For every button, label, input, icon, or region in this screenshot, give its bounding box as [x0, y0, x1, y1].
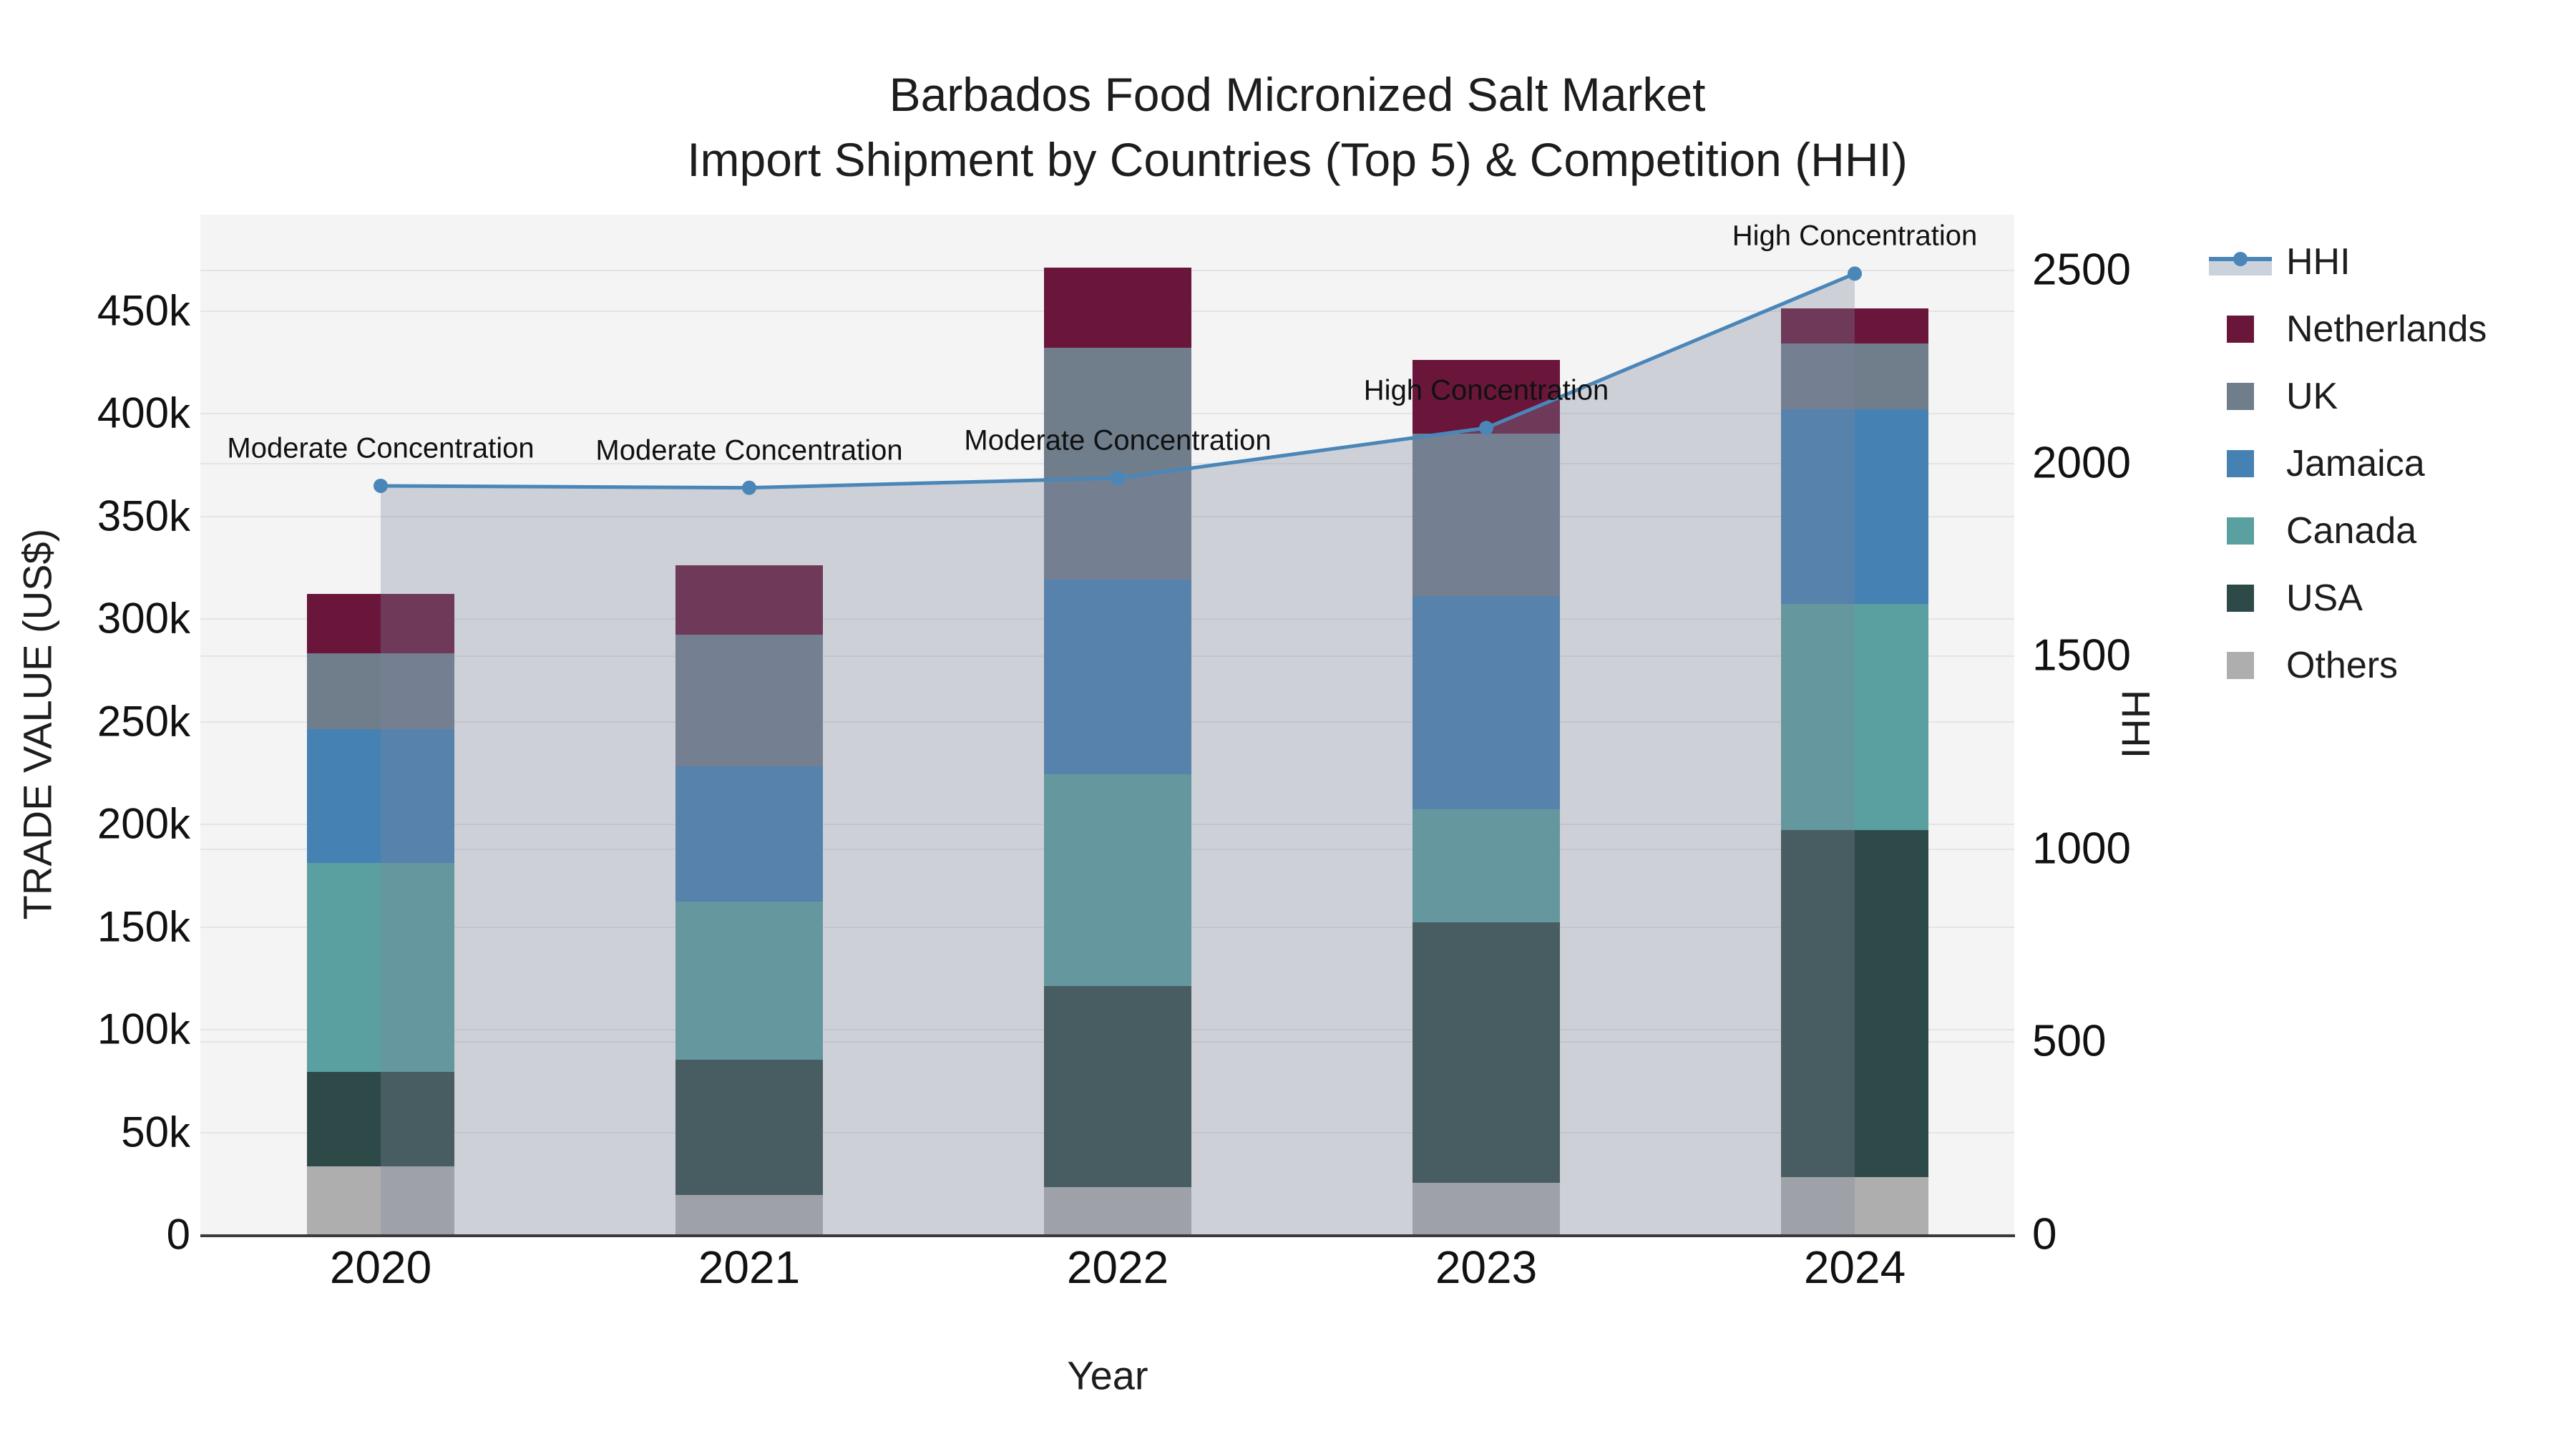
bar-segment-others-2021 [675, 1195, 823, 1234]
legend-label-uk: UK [2286, 376, 2338, 417]
hhi-marker-dot-icon [2233, 252, 2248, 266]
annotation-2024: High Concentration [1732, 220, 1978, 252]
y-right-tick-1000: 1000 [2032, 824, 2131, 874]
bar-segment-usa-2020 [307, 1072, 454, 1167]
bar-segment-others-2024 [1781, 1176, 1928, 1234]
bar-segment-uk-2022 [1044, 347, 1191, 580]
legend-item-uk[interactable]: UK [2209, 375, 2338, 418]
legend-swatch-others [2227, 652, 2254, 679]
y-right-tick-2000: 2000 [2032, 438, 2131, 488]
y-left-tick-450k: 450k [97, 286, 190, 335]
y-right-tick-1500: 1500 [2032, 630, 2131, 680]
bar-segment-canada-2023 [1413, 809, 1560, 922]
bar-segment-jamaica-2023 [1413, 595, 1560, 810]
plot-area [200, 215, 2014, 1234]
bar-segment-usa-2023 [1413, 922, 1560, 1184]
legend-swatch-usa [2227, 585, 2254, 612]
y-right-tick-0: 0 [2032, 1209, 2057, 1259]
x-axis-title: Year [1067, 1352, 1148, 1398]
y-left-tick-350k: 350k [97, 492, 190, 540]
bar-segment-jamaica-2021 [675, 766, 823, 902]
bar-segment-uk-2020 [307, 653, 454, 730]
y-left-tick-250k: 250k [97, 697, 190, 746]
x-tick-2022: 2022 [1066, 1241, 1169, 1293]
y-left-tick-200k: 200k [97, 799, 190, 848]
legend-swatch-jamaica [2227, 450, 2254, 477]
legend-item-netherlands[interactable]: Netherlands [2209, 308, 2487, 351]
bar-segment-usa-2024 [1781, 829, 1928, 1177]
hhi-line-icon [2209, 248, 2272, 276]
legend-item-others[interactable]: Others [2209, 644, 2398, 687]
x-tick-2024: 2024 [1803, 1241, 1906, 1293]
bar-segment-canada-2021 [675, 902, 823, 1060]
annotation-2020: Moderate Concentration [227, 432, 535, 464]
bar-segment-netherlands-2024 [1781, 308, 1928, 343]
y-right-tick-500: 500 [2032, 1016, 2107, 1066]
x-tick-2020: 2020 [329, 1241, 432, 1293]
chart-title-line-2: Import Shipment by Countries (Top 5) & C… [687, 133, 1908, 186]
bar-segment-uk-2023 [1413, 434, 1560, 596]
bar-segment-netherlands-2020 [307, 593, 454, 654]
bar-segment-jamaica-2020 [307, 729, 454, 863]
bar-segment-jamaica-2024 [1781, 409, 1928, 605]
chart-title-line-1: Barbados Food Micronized Salt Market [889, 68, 1706, 121]
legend-label-others: Others [2286, 645, 2399, 686]
y-right-tick-2500: 2500 [2032, 245, 2131, 295]
annotation-2023: High Concentration [1363, 374, 1609, 406]
bar-segment-jamaica-2022 [1044, 579, 1191, 775]
hhi-area-swatch [2209, 261, 2272, 275]
legend-label-canada: Canada [2286, 510, 2417, 552]
bar-segment-uk-2024 [1781, 343, 1928, 409]
legend-item-jamaica[interactable]: Jamaica [2209, 442, 2425, 485]
legend-swatch-canada [2227, 517, 2254, 545]
y-left-tick-0: 0 [166, 1210, 190, 1259]
x-tick-2023: 2023 [1435, 1241, 1538, 1293]
legend-item-canada[interactable]: Canada [2209, 509, 2416, 552]
y-right-axis-title: HHI [2113, 689, 2159, 759]
x-axis-line [200, 1234, 2015, 1237]
bar-segment-netherlands-2022 [1044, 267, 1191, 348]
bar-segment-others-2020 [307, 1166, 454, 1234]
bar-segment-uk-2021 [675, 635, 823, 766]
legend-item-usa[interactable]: USA [2209, 577, 2363, 620]
x-tick-2021: 2021 [698, 1241, 801, 1293]
bar-segment-netherlands-2021 [675, 565, 823, 635]
legend-label-usa: USA [2286, 577, 2363, 619]
bar-segment-canada-2020 [307, 862, 454, 1073]
annotation-2022: Moderate Concentration [964, 424, 1272, 457]
legend-item-hhi[interactable]: HHI [2209, 240, 2351, 283]
y-left-tick-50k: 50k [121, 1108, 190, 1156]
y-left-tick-150k: 150k [97, 902, 190, 951]
legend-swatch-netherlands [2227, 316, 2254, 343]
y-left-tick-100k: 100k [97, 1005, 190, 1053]
y-left-tick-300k: 300k [97, 594, 190, 643]
bar-segment-others-2023 [1413, 1183, 1560, 1234]
bar-segment-usa-2022 [1044, 985, 1191, 1187]
bar-segment-canada-2022 [1044, 774, 1191, 986]
y-left-tick-400k: 400k [97, 389, 190, 437]
bar-segment-canada-2024 [1781, 604, 1928, 830]
legend-label-netherlands: Netherlands [2286, 308, 2487, 350]
legend-swatch-uk [2227, 383, 2254, 410]
annotation-2021: Moderate Concentration [595, 434, 903, 467]
bar-segment-others-2022 [1044, 1187, 1191, 1234]
legend-label-hhi: HHI [2286, 241, 2351, 283]
legend-label-jamaica: Jamaica [2286, 443, 2425, 484]
bar-segment-usa-2021 [675, 1060, 823, 1196]
